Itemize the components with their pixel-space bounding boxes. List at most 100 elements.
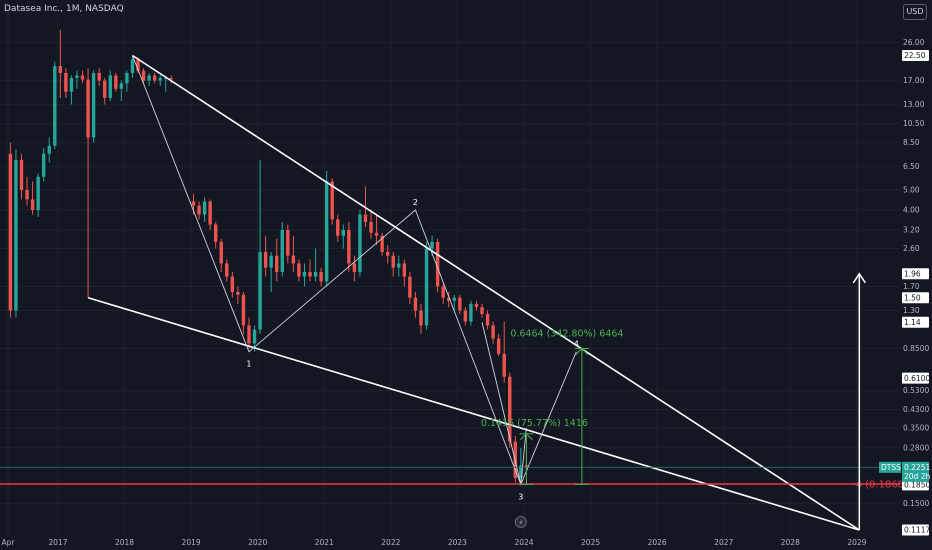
candle-body — [485, 314, 490, 326]
candle-body — [208, 201, 212, 225]
x-tick-label: 2020 — [248, 538, 267, 547]
candle-body — [391, 255, 395, 268]
wave-label-1: 1 — [246, 360, 251, 369]
candle-body — [247, 325, 251, 344]
candle-body — [169, 77, 174, 79]
price-tag-label: 22.50 — [904, 51, 926, 60]
candle-body — [302, 271, 307, 277]
candle-body — [374, 232, 379, 236]
candle-body — [164, 77, 168, 79]
y-tick-label: 13.00 — [903, 100, 925, 109]
candle-body — [447, 297, 451, 301]
measure-large-label: 0.6464 (342.80%) 6464 — [510, 328, 623, 339]
candle-body — [119, 83, 124, 89]
y-tick-label: 2.60 — [903, 244, 920, 253]
y-tick-label: 0.3500 — [903, 423, 929, 432]
candle-body — [202, 201, 207, 215]
y-tick-label: 6.50 — [903, 162, 920, 171]
candle-body — [36, 176, 40, 210]
candle-body — [136, 59, 140, 71]
candle-body — [69, 77, 74, 92]
x-tick-label: 2018 — [115, 538, 134, 547]
candle-body — [97, 73, 101, 81]
candle-body — [319, 271, 323, 282]
candle-body — [191, 201, 196, 206]
candle-body — [19, 159, 24, 191]
measure-small-label: 0.1416 (75.77%) 1416 — [481, 418, 588, 429]
candle-body — [474, 303, 479, 308]
time-axis[interactable]: Apr 2017 2018 2019 2020 2021 2022 2023 2024 2025 2… — [2, 538, 867, 547]
y-tick-label: 3.20 — [903, 225, 920, 234]
candle-body — [502, 353, 506, 377]
currency-button[interactable]: USD — [903, 4, 927, 20]
y-tick-label: 5.00 — [903, 186, 920, 195]
price-tag-box — [902, 292, 929, 304]
x-tick-label: 2023 — [448, 538, 467, 547]
candle-body — [47, 145, 51, 154]
candle-body — [258, 252, 262, 330]
candle-body — [496, 338, 501, 354]
candle-body — [313, 271, 318, 277]
candle-body — [8, 153, 13, 311]
candle-body — [25, 190, 29, 200]
candle-body — [435, 241, 440, 287]
grid-lines — [0, 0, 900, 535]
symbol-tag-box — [879, 461, 901, 473]
y-tick-label: 0.8500 — [903, 344, 929, 353]
candle-body — [480, 307, 484, 315]
y-tick-label: 1.30 — [903, 306, 920, 315]
candle-body — [103, 80, 107, 98]
candle-body — [280, 229, 284, 272]
candle-body — [213, 224, 218, 242]
candle-body — [86, 79, 90, 138]
projection-line — [520, 427, 527, 485]
y-tick-label: 0.2800 — [903, 443, 929, 452]
candle-body — [158, 77, 162, 81]
candle-body — [336, 219, 340, 236]
candle-body — [252, 329, 257, 344]
candle-body — [491, 325, 495, 339]
x-tick-label: 2028 — [781, 538, 800, 547]
price-tag-box — [902, 524, 929, 536]
candle-body — [41, 153, 46, 177]
y-tick-label: 1.70 — [903, 282, 920, 291]
wave-label-3: 3 — [518, 492, 523, 501]
y-tick-label: 17.00 — [903, 76, 925, 85]
candle-body — [463, 310, 468, 322]
y-tick-label: 0.5300 — [903, 386, 929, 395]
candle-body — [419, 310, 423, 326]
candle-body — [152, 75, 157, 81]
y-tick-label: 4.00 — [903, 205, 920, 214]
x-tick-label: 2017 — [48, 538, 67, 547]
measure-large-arrowhead — [575, 347, 589, 355]
candle-body — [358, 214, 362, 272]
y-tick-label: 26.00 — [903, 38, 925, 47]
price-tag-box — [902, 316, 929, 328]
y-tick-label: 0.1500 — [903, 499, 929, 508]
lightning-icon: ⚡ — [518, 519, 523, 527]
candle-body — [114, 75, 118, 89]
wave-label-2: 2 — [413, 198, 418, 207]
event-circle — [514, 516, 527, 528]
candle-body — [385, 252, 390, 256]
candle-body — [413, 297, 418, 311]
price-axis[interactable]: 26.00 17.00 13.00 10.50 8.50 6.50 5.00 4.00 3.20… — [879, 38, 930, 536]
support-label: -4 (0.1868) — [852, 480, 908, 491]
candle-body — [408, 276, 412, 298]
candle-body — [58, 66, 63, 74]
candle-body — [430, 241, 434, 249]
chart-drawings[interactable]: 1 2 3 4 -4 (0.1868) 0.1416 (75.77%) 1416 0.646… — [0, 54, 908, 531]
last-price-value: 0.2251 — [904, 463, 930, 472]
candle-body — [397, 263, 401, 268]
candle-body — [286, 229, 290, 256]
candle-body — [347, 229, 351, 264]
candlestick-series — [8, 29, 529, 485]
x-tick-label: 2025 — [581, 538, 600, 547]
measure-small-arrowhead — [520, 433, 533, 441]
candle-body — [230, 276, 235, 292]
x-tick-label: 2027 — [714, 538, 733, 547]
candle-body — [402, 263, 407, 277]
candle-body — [330, 181, 334, 220]
candle-body — [219, 241, 223, 264]
